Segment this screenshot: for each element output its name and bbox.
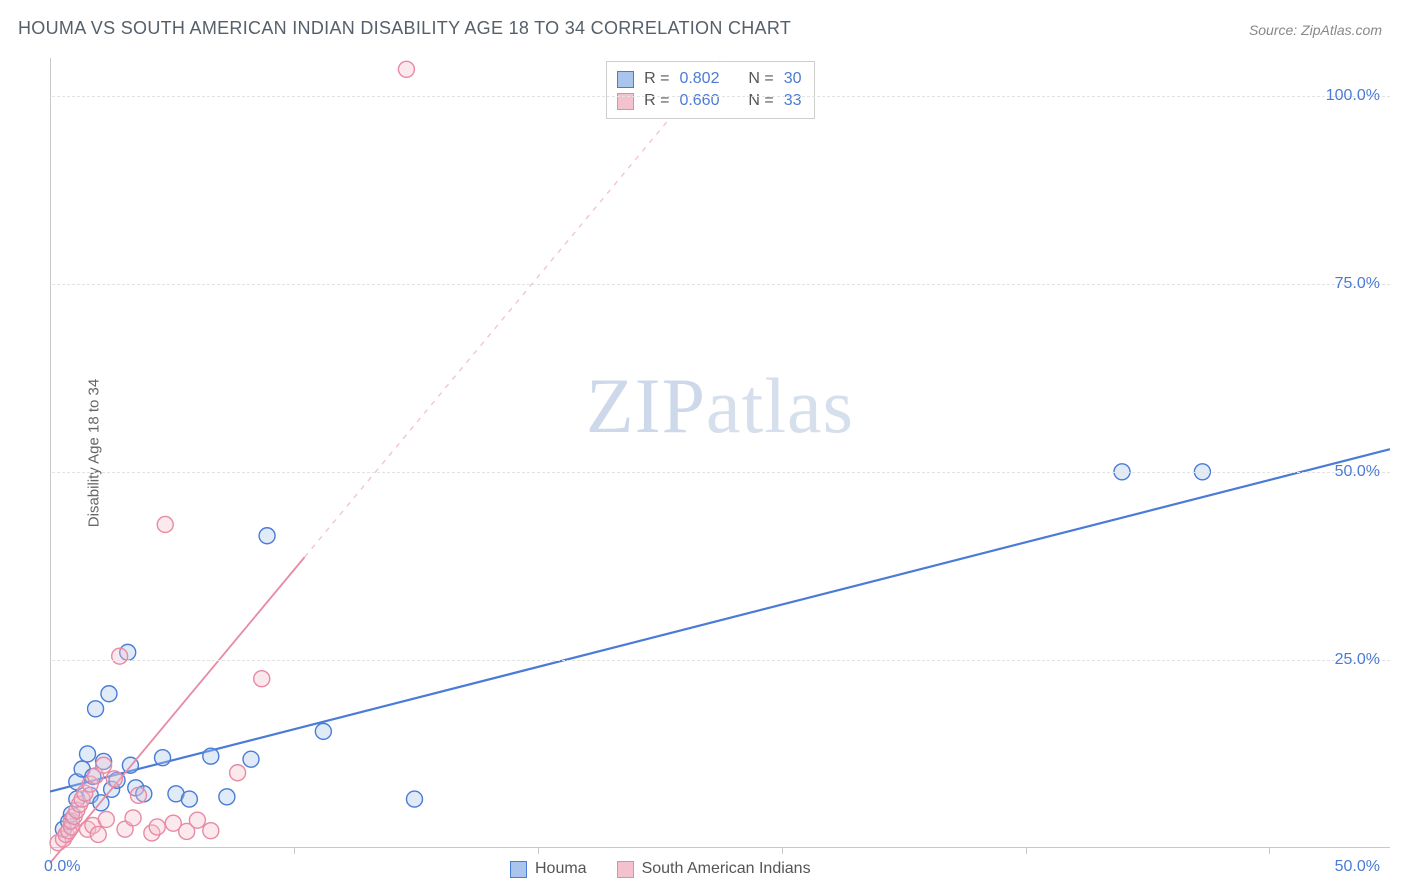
data-point [315,723,331,739]
y-tick-label: 50.0% [1335,463,1380,481]
data-point [98,811,114,827]
legend-item: South American Indians [617,860,811,878]
stats-swatch [617,71,634,88]
data-point [80,746,96,762]
x-tick [50,848,51,854]
y-tick-label: 25.0% [1335,651,1380,669]
data-point [406,791,422,807]
data-point [157,516,173,532]
legend: Houma South American Indians [510,860,811,878]
x-tick [538,848,539,854]
x-tick [782,848,783,854]
data-point [90,826,106,842]
stats-box: R = 0.802 N = 30R = 0.660 N = 33 [606,61,814,119]
gridline [52,472,1390,473]
data-point [219,789,235,805]
gridline [52,660,1390,661]
x-tick [1269,848,1270,854]
x-tick-label: 50.0% [1335,858,1380,876]
stats-row: R = 0.660 N = 33 [617,90,801,112]
legend-swatch [617,861,634,878]
stat-n-label: N = [748,70,773,88]
data-point [149,819,165,835]
x-tick [294,848,295,854]
x-tick [1026,848,1027,854]
legend-swatch [510,861,527,878]
legend-item: Houma [510,860,587,878]
plot-svg [50,58,1390,848]
stat-n-value: 30 [784,70,802,88]
legend-label: Houma [535,860,587,878]
data-point [259,528,275,544]
data-point [106,771,122,787]
data-point [203,748,219,764]
trend-line-dashed [305,58,720,557]
source-attribution: Source: ZipAtlas.com [1249,22,1382,38]
gridline [52,284,1390,285]
legend-label: South American Indians [642,860,811,878]
data-point [88,701,104,717]
y-tick-label: 75.0% [1335,275,1380,293]
data-point [203,823,219,839]
data-point [125,810,141,826]
y-tick-label: 100.0% [1326,87,1380,105]
stats-row: R = 0.802 N = 30 [617,68,801,90]
data-point [230,765,246,781]
data-point [189,812,205,828]
chart-title: HOUMA VS SOUTH AMERICAN INDIAN DISABILIT… [18,18,791,39]
data-point [112,648,128,664]
stat-r-label: R = [644,70,669,88]
data-point [155,750,171,766]
data-point [101,686,117,702]
data-point [398,61,414,77]
stat-r-value: 0.802 [679,70,719,88]
gridline [52,96,1390,97]
data-point [254,671,270,687]
data-point [130,787,146,803]
plot-area: Disability Age 18 to 34 ZIPatlas R = 0.8… [50,58,1390,848]
x-tick-label: 0.0% [44,858,80,876]
data-point [181,791,197,807]
data-point [243,751,259,767]
data-point [96,757,112,773]
